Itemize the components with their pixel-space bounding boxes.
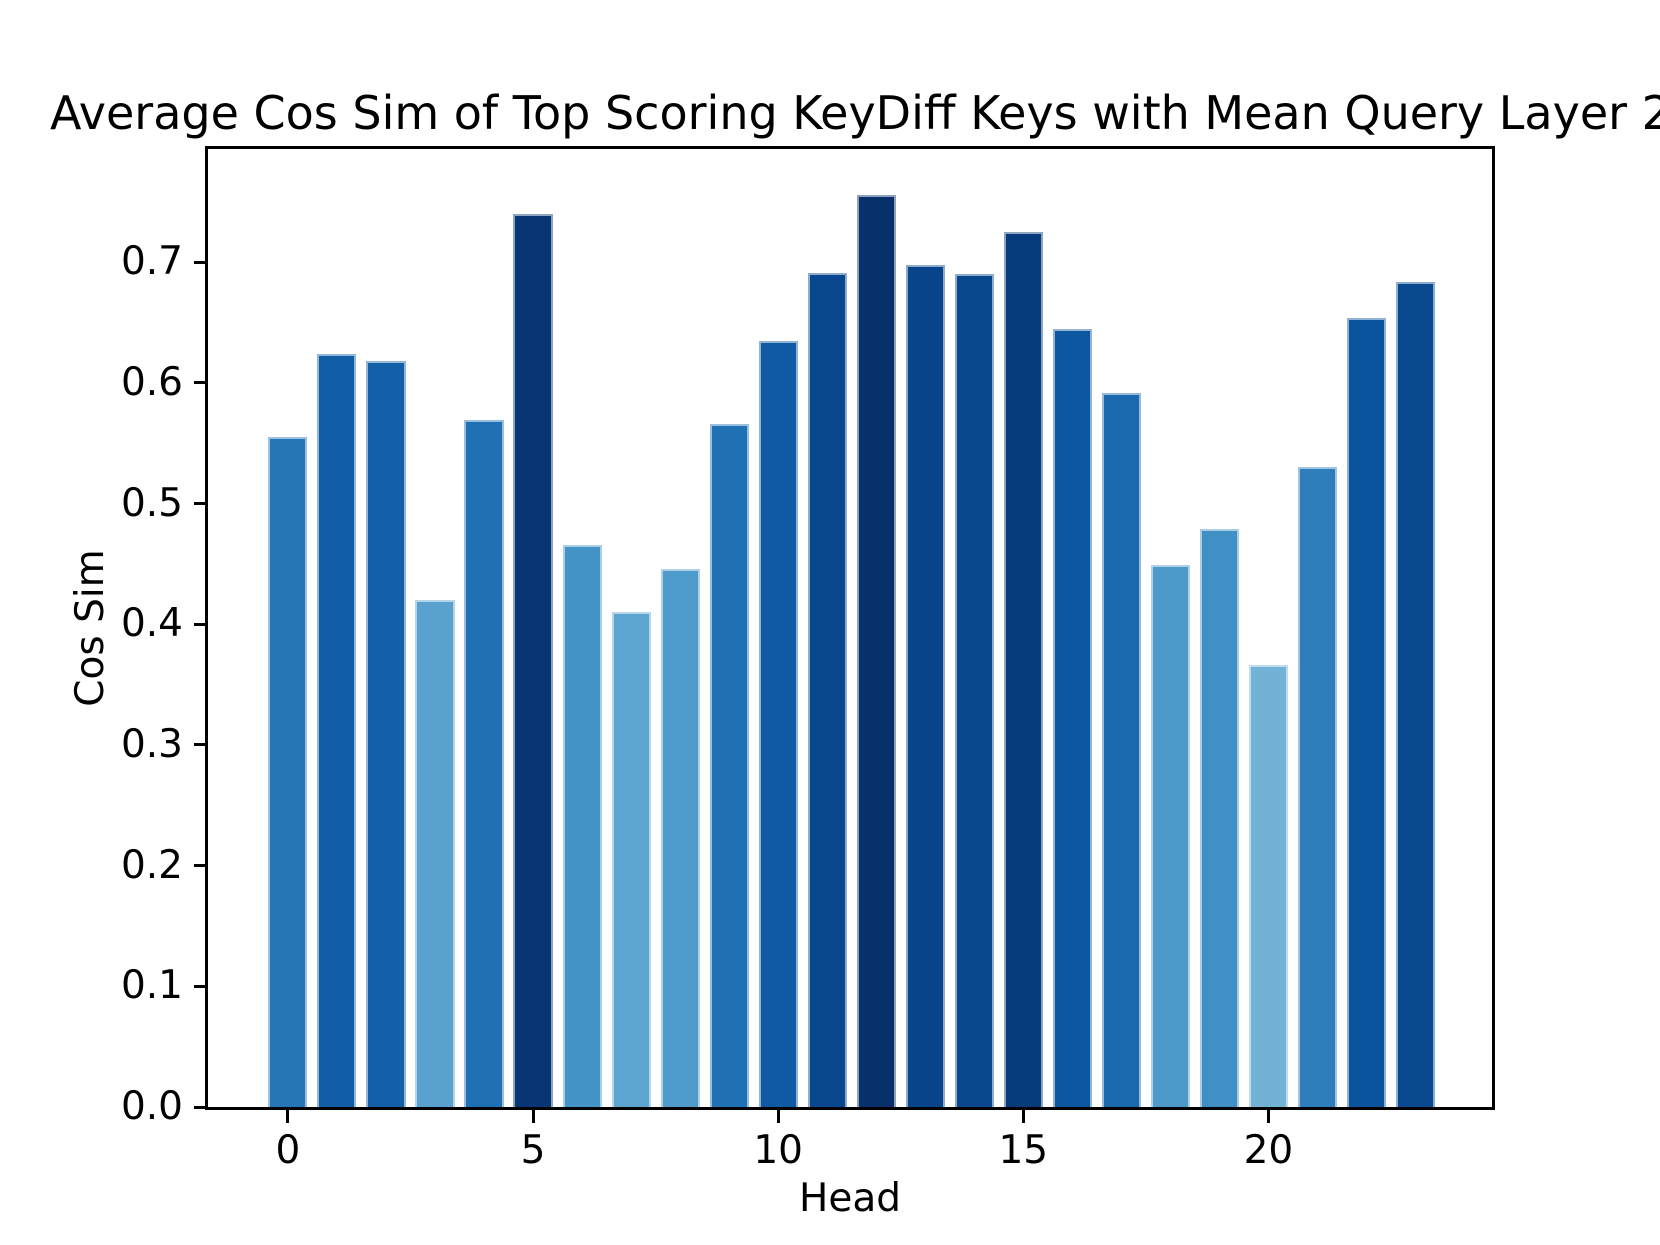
x-tick-mark [286, 1110, 290, 1123]
y-tick-mark [194, 864, 205, 868]
bar-head-10 [758, 340, 798, 1107]
y-tick-label: 0.4 [120, 601, 183, 647]
bar-head-22 [1346, 317, 1387, 1107]
bar-head-16 [1052, 328, 1092, 1107]
x-axis-label: Head [799, 1176, 901, 1221]
bar-head-7 [611, 612, 651, 1107]
x-tick-mark [1021, 1110, 1025, 1123]
y-tick-mark [194, 743, 205, 747]
y-tick-mark [194, 622, 205, 626]
bar-head-19 [1199, 528, 1239, 1107]
y-tick-label: 0.2 [120, 842, 183, 888]
bar-head-15 [1003, 232, 1043, 1107]
y-tick-mark [194, 381, 205, 385]
bar-head-12 [856, 194, 896, 1107]
bar-head-21 [1297, 467, 1338, 1107]
y-tick-label: 0.7 [120, 239, 183, 285]
x-tick-label: 5 [520, 1128, 546, 1173]
y-tick-label: 0.3 [120, 721, 183, 767]
bar-head-6 [562, 544, 602, 1107]
bar-head-0 [268, 437, 308, 1107]
x-tick-mark [776, 1110, 780, 1123]
y-tick-mark [194, 984, 205, 988]
bar-head-3 [415, 600, 455, 1107]
bar-head-2 [366, 361, 406, 1107]
y-tick-mark [194, 502, 205, 506]
bar-head-11 [807, 273, 847, 1107]
x-tick-label: 10 [753, 1128, 803, 1173]
bar-head-18 [1150, 565, 1190, 1107]
bar-head-20 [1248, 665, 1288, 1107]
y-tick-mark [194, 1105, 205, 1109]
bar-head-4 [464, 420, 504, 1107]
bar-head-13 [905, 264, 945, 1107]
y-tick-label: 0.6 [120, 359, 183, 405]
chart-title: Average Cos Sim of Top Scoring KeyDiff K… [50, 86, 1660, 140]
bar-head-1 [317, 353, 357, 1107]
y-tick-label: 0.5 [120, 480, 183, 526]
x-tick-mark [531, 1110, 535, 1123]
x-tick-mark [1266, 1110, 1270, 1123]
bar-head-8 [660, 568, 700, 1107]
x-tick-label: 15 [998, 1128, 1049, 1173]
y-tick-mark [194, 260, 205, 264]
bar-head-9 [709, 423, 749, 1107]
y-tick-label: 0.1 [120, 963, 183, 1009]
bar-head-17 [1101, 392, 1141, 1107]
y-tick-label: 0.0 [120, 1084, 183, 1129]
bar-head-5 [513, 213, 553, 1107]
bar-head-23 [1395, 281, 1436, 1107]
bar-head-14 [954, 274, 994, 1107]
x-tick-label: 20 [1243, 1128, 1294, 1173]
x-tick-label: 0 [275, 1128, 301, 1173]
